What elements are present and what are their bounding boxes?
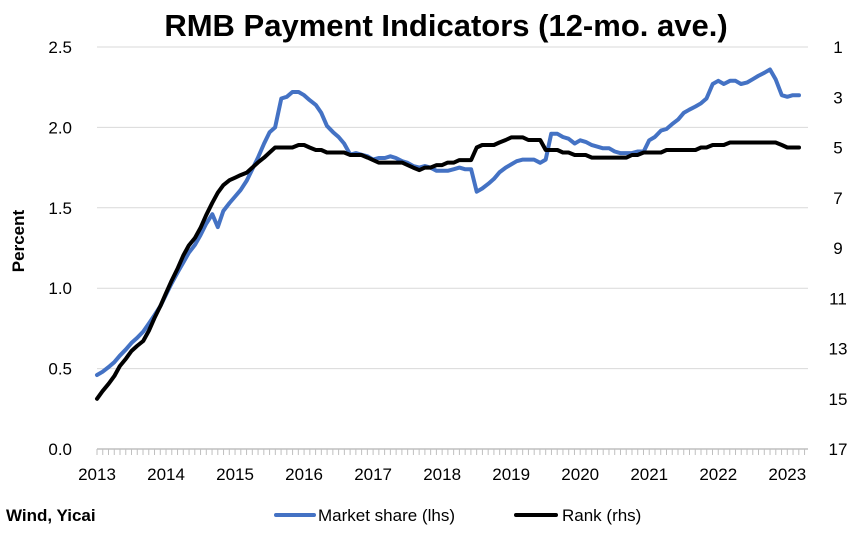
- y2-tick-label: 5: [833, 139, 842, 158]
- y2-tick-label: 7: [833, 189, 842, 208]
- x-axis: [96, 448, 808, 455]
- x-tick-label: 2017: [354, 465, 392, 484]
- y2-tick-label: 15: [829, 390, 848, 409]
- y2-tick-label: 17: [829, 440, 848, 459]
- x-axis-labels: 2013 2014 2015 2016 2017 2018 2019 2020 2021 2022…: [78, 465, 806, 484]
- y2-tick-label: 1: [833, 38, 842, 57]
- y-tick-label: 0.5: [48, 360, 72, 379]
- series-lines: [95, 67, 801, 401]
- y2-tick-label: 3: [833, 88, 842, 107]
- y-tick-label: 1.0: [48, 279, 72, 298]
- y-tick-label: 2.0: [48, 118, 72, 137]
- series-line-rank: [95, 135, 801, 401]
- x-tick-label: 2013: [78, 465, 116, 484]
- x-tick-label: 2015: [216, 465, 254, 484]
- y-tick-label: 2.5: [48, 38, 72, 57]
- x-tick-label: 2019: [492, 465, 530, 484]
- y2-tick-label: 13: [829, 340, 848, 359]
- source-note: Wind, Yicai: [6, 506, 96, 525]
- legend-item: Market share (lhs): [274, 506, 455, 525]
- x-tick-label: 2018: [423, 465, 461, 484]
- x-tick-label: 2023: [768, 465, 806, 484]
- gridlines: [97, 46, 808, 370]
- chart-title: RMB Payment Indicators (12-mo. ave.): [164, 8, 727, 43]
- x-tick-label: 2022: [699, 465, 737, 484]
- x-tick-label: 2016: [285, 465, 323, 484]
- y-axis-label: Percent: [9, 209, 28, 272]
- series-line-market-share: [95, 67, 801, 377]
- y2-tick-label: 9: [833, 239, 842, 258]
- legend-label: Market share (lhs): [318, 506, 455, 525]
- y-tick-label: 1.5: [48, 199, 72, 218]
- y-axis-left: 0.0 0.5 1.0 1.5 2.0 2.5: [48, 38, 72, 459]
- y-tick-label: 0.0: [48, 440, 72, 459]
- legend-label: Rank (rhs): [562, 506, 641, 525]
- legend: Market share (lhs) Rank (rhs): [274, 506, 641, 525]
- x-tick-label: 2020: [561, 465, 599, 484]
- legend-item: Rank (rhs): [514, 506, 641, 525]
- y2-tick-label: 11: [829, 289, 847, 308]
- x-tick-label: 2014: [147, 465, 185, 484]
- x-tick-label: 2021: [630, 465, 668, 484]
